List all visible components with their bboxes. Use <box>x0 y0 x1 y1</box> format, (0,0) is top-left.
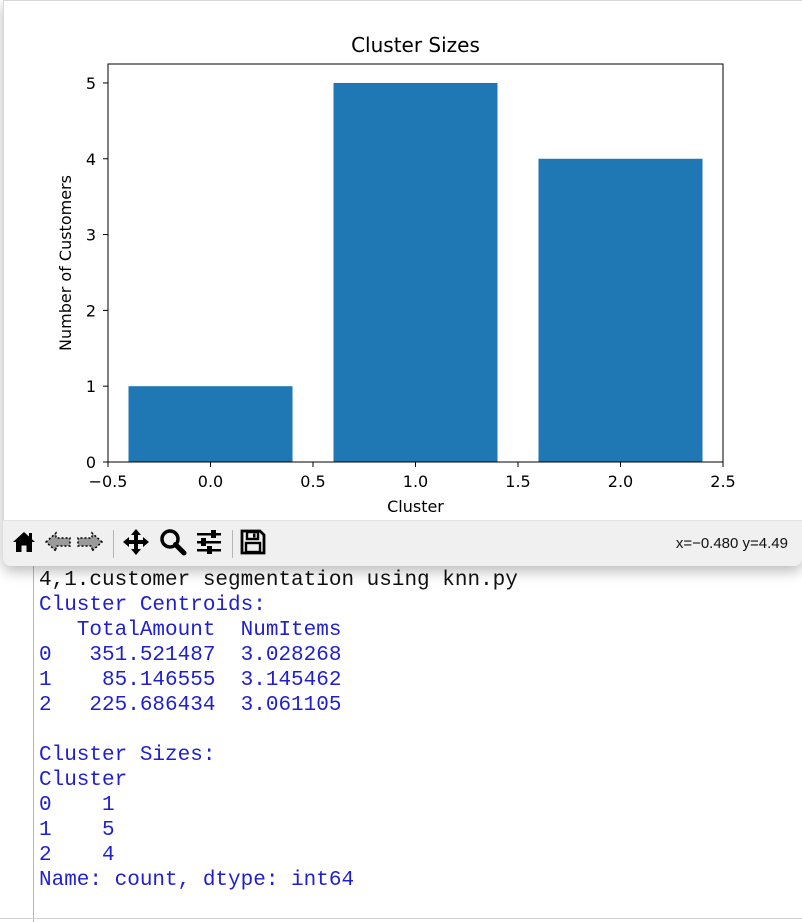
shell-output-line: 1 5 <box>39 819 115 842</box>
chart-title: Cluster Sizes <box>351 33 480 57</box>
y-tick-label: 4 <box>86 150 96 169</box>
shell-command-line: 4,1.customer segmentation using knn.py <box>39 569 518 592</box>
zoom-icon <box>159 528 187 560</box>
configure-subplots-icon <box>195 529 223 559</box>
save-icon <box>240 529 266 559</box>
zoom-button[interactable] <box>158 529 188 559</box>
bar <box>538 158 703 462</box>
x-tick-label: 1.0 <box>403 472 428 491</box>
x-tick-label: 0.5 <box>300 472 325 491</box>
y-tick-label: 0 <box>86 453 96 472</box>
x-tick-label: 0.0 <box>198 472 223 491</box>
navigation-toolbar: x=−0.480 y=4.49 <box>3 520 802 566</box>
matplotlib-figure-window[interactable]: −0.5 0.0 0.5 1.0 1.5 2.0 2.5 0 1 2 3 4 5 Cluster Size… <box>3 0 802 566</box>
toolbar-separator <box>113 530 114 558</box>
bar <box>333 82 498 462</box>
x-axis-label: Cluster <box>387 497 444 516</box>
save-button[interactable] <box>238 529 268 559</box>
x-tick-label: 1.5 <box>505 472 530 491</box>
shell-bottom-divider <box>0 918 802 919</box>
pan-button[interactable] <box>121 529 151 559</box>
window-top-edge <box>3 0 802 1</box>
forward-icon <box>75 529 105 559</box>
shell-margin-divider <box>33 560 34 922</box>
x-tick-label: 2.5 <box>710 472 735 491</box>
bar-chart[interactable]: −0.5 0.0 0.5 1.0 1.5 2.0 2.5 0 1 2 3 4 5 Cluster Size… <box>3 0 802 520</box>
toolbar-separator <box>232 530 233 558</box>
shell-output-line <box>39 718 518 743</box>
shell-output-line: 2 225.686434 3.061105 <box>39 694 342 717</box>
y-tick-label: 2 <box>86 301 96 320</box>
shell-output-line: Cluster Centroids: <box>39 594 266 617</box>
forward-button[interactable] <box>75 529 105 559</box>
x-tick-label: −0.5 <box>89 472 128 491</box>
home-icon <box>11 529 37 559</box>
shell-output-line: Cluster <box>39 769 128 792</box>
cursor-coordinates: x=−0.480 y=4.49 <box>675 535 788 552</box>
pan-icon <box>122 528 150 560</box>
window-left-edge <box>3 0 4 566</box>
shell-output-line: 2 4 <box>39 844 115 867</box>
shell-output-line: 0 1 <box>39 794 115 817</box>
shell-text[interactable]: 4,1.customer segmentation using knn.py Cl… <box>39 568 518 893</box>
y-tick-label: 5 <box>86 74 96 93</box>
configure-subplots-button[interactable] <box>194 529 224 559</box>
back-icon <box>43 529 73 559</box>
back-button[interactable] <box>43 529 73 559</box>
shell-output-line: 1 85.146555 3.145462 <box>39 669 342 692</box>
x-tick-label: 2.0 <box>608 472 633 491</box>
shell-output-line: Name: count, dtype: int64 <box>39 869 355 892</box>
y-tick-label: 3 <box>86 226 96 245</box>
shell-output-line: 0 351.521487 3.028268 <box>39 644 342 667</box>
shell-output-line: TotalAmount NumItems <box>39 619 342 642</box>
shell-output-line: Cluster Sizes: <box>39 744 216 767</box>
bar <box>128 386 293 462</box>
home-button[interactable] <box>9 529 39 559</box>
y-axis-label: Number of Customers <box>56 175 75 351</box>
y-tick-label: 1 <box>86 377 96 396</box>
